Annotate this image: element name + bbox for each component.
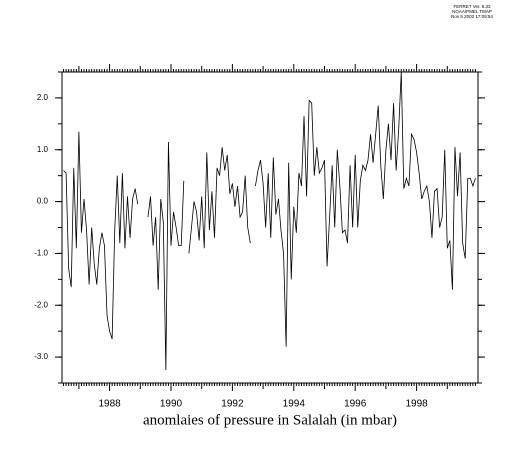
y-tick-label: 2.0 — [37, 93, 49, 102]
y-tick-label: -1.0 — [34, 249, 48, 258]
header-note: Nov 5 2002 17:09:54 — [451, 14, 493, 19]
y-tick-label: -3.0 — [34, 352, 48, 361]
x-tick-label: 1998 — [405, 399, 428, 410]
y-tick-label: 1.0 — [37, 145, 49, 154]
y-tick-label: -2.0 — [34, 300, 48, 309]
y-tick-label: 0.0 — [37, 197, 49, 206]
x-tick-label: 1990 — [160, 399, 183, 410]
header-note: NOAA/PMEL TMAP — [452, 9, 492, 14]
chart-title: anomlaies of pressure in Salalah (in mba… — [143, 412, 397, 428]
header-note: FERRET Ver. 5.33 — [454, 4, 491, 9]
x-tick-label: 1996 — [344, 399, 367, 410]
x-tick-label: 1992 — [221, 399, 244, 410]
x-tick-label: 1994 — [283, 399, 306, 410]
x-tick-label: 1988 — [98, 399, 121, 410]
data-line — [63, 71, 476, 371]
